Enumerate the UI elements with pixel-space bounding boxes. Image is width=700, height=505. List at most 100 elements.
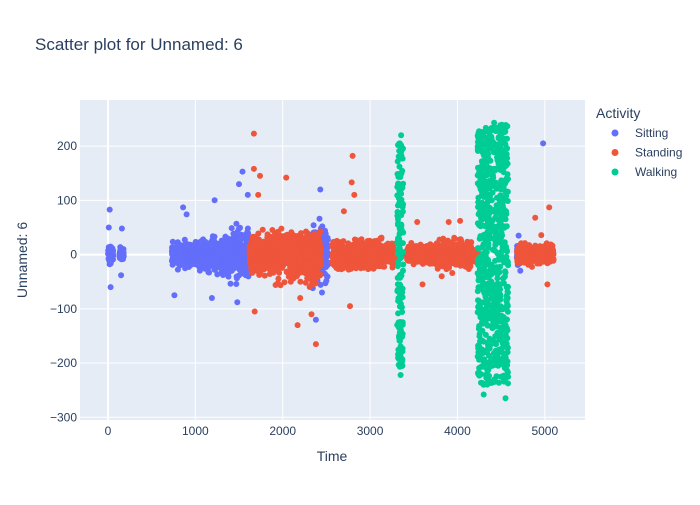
data-point bbox=[398, 132, 404, 138]
data-point bbox=[319, 290, 325, 296]
data-point bbox=[184, 211, 190, 217]
data-point bbox=[275, 229, 281, 235]
data-point bbox=[290, 242, 296, 248]
data-point bbox=[283, 175, 289, 181]
data-point bbox=[269, 227, 275, 233]
data-point bbox=[317, 216, 323, 222]
x-tick-label: 4000 bbox=[444, 424, 471, 438]
data-point bbox=[309, 282, 315, 288]
data-point bbox=[468, 239, 474, 245]
data-point bbox=[477, 331, 483, 337]
data-point bbox=[259, 262, 265, 268]
data-point bbox=[416, 247, 422, 253]
data-point bbox=[354, 238, 360, 244]
data-point bbox=[257, 241, 263, 247]
data-point bbox=[315, 251, 321, 257]
y-tick-label: 200 bbox=[57, 139, 77, 153]
data-point bbox=[263, 255, 269, 261]
data-point bbox=[108, 261, 114, 267]
data-point bbox=[398, 212, 404, 218]
data-point bbox=[497, 286, 503, 292]
data-point bbox=[540, 140, 546, 146]
x-tick-label: 3000 bbox=[357, 424, 384, 438]
data-point bbox=[234, 299, 240, 305]
data-point bbox=[199, 255, 205, 261]
data-point bbox=[251, 166, 257, 172]
data-point bbox=[485, 340, 491, 346]
data-point bbox=[347, 256, 353, 262]
data-point bbox=[181, 257, 187, 263]
data-point bbox=[517, 242, 523, 248]
data-point bbox=[323, 278, 329, 284]
data-point bbox=[406, 257, 412, 263]
data-point bbox=[384, 258, 390, 264]
data-point bbox=[226, 274, 232, 280]
data-point bbox=[182, 237, 188, 243]
data-point bbox=[323, 237, 329, 243]
data-point bbox=[466, 264, 472, 270]
data-point bbox=[180, 204, 186, 210]
data-point bbox=[311, 222, 317, 228]
data-point bbox=[458, 244, 464, 250]
data-point bbox=[397, 283, 403, 289]
data-point bbox=[308, 253, 314, 259]
data-point bbox=[390, 265, 396, 271]
data-point bbox=[400, 268, 406, 274]
data-point bbox=[370, 243, 376, 249]
data-point bbox=[227, 246, 233, 252]
data-point bbox=[397, 231, 403, 237]
data-point bbox=[303, 265, 309, 271]
data-point bbox=[453, 254, 459, 260]
data-point bbox=[217, 242, 223, 248]
data-point bbox=[222, 256, 228, 262]
data-point bbox=[229, 225, 235, 231]
data-point bbox=[278, 252, 284, 258]
data-point bbox=[414, 219, 420, 225]
data-point bbox=[488, 380, 494, 386]
data-point bbox=[243, 237, 249, 243]
data-point bbox=[398, 372, 404, 378]
data-point bbox=[537, 261, 543, 267]
data-point bbox=[373, 260, 379, 266]
data-point bbox=[396, 356, 402, 362]
data-point bbox=[217, 251, 223, 257]
data-point bbox=[457, 218, 463, 224]
data-point bbox=[236, 226, 242, 232]
data-point bbox=[291, 252, 297, 258]
data-point bbox=[223, 263, 229, 269]
data-point bbox=[291, 275, 297, 281]
data-point bbox=[260, 227, 266, 233]
data-point bbox=[449, 270, 455, 276]
data-point bbox=[355, 253, 361, 259]
data-point bbox=[341, 208, 347, 214]
data-point bbox=[203, 246, 209, 252]
data-point bbox=[481, 134, 487, 140]
data-point bbox=[313, 341, 319, 347]
data-point bbox=[365, 266, 371, 272]
data-point bbox=[305, 235, 311, 241]
data-point bbox=[295, 322, 301, 328]
y-tick-label: −300 bbox=[50, 410, 77, 424]
data-point bbox=[337, 240, 343, 246]
data-point bbox=[173, 256, 179, 262]
data-point bbox=[397, 164, 403, 170]
data-point bbox=[351, 192, 357, 198]
data-point bbox=[397, 140, 403, 146]
data-point bbox=[106, 225, 112, 231]
data-point bbox=[288, 270, 294, 276]
data-point bbox=[347, 266, 353, 272]
data-point bbox=[397, 199, 403, 205]
data-point bbox=[169, 250, 175, 256]
data-point bbox=[464, 254, 470, 260]
data-point bbox=[331, 262, 337, 268]
data-point bbox=[477, 176, 483, 182]
data-point bbox=[317, 273, 323, 279]
y-tick-label: 100 bbox=[57, 193, 77, 207]
data-point bbox=[515, 254, 521, 260]
data-point bbox=[236, 251, 242, 257]
data-point bbox=[516, 233, 522, 239]
data-point bbox=[347, 303, 353, 309]
data-point bbox=[283, 232, 289, 238]
